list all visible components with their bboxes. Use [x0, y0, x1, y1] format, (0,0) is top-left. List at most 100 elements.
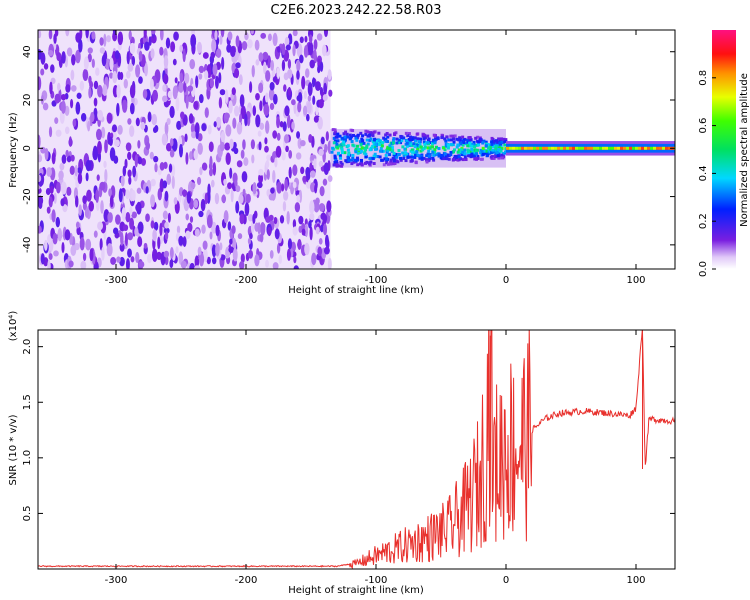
heatmap-cell — [163, 250, 170, 258]
heatmap-cell — [138, 261, 145, 268]
heatmap-cell — [228, 100, 233, 114]
heatmap-cell — [38, 174, 42, 182]
heatmap-cell — [55, 216, 61, 228]
heatmap-cell — [104, 168, 108, 183]
heatmap-cell — [101, 246, 105, 261]
heatmap-cell — [194, 255, 200, 269]
heatmap-cell — [292, 164, 298, 176]
heatmap-cell — [40, 68, 45, 76]
heatmap-cell — [479, 151, 483, 155]
heatmap-cell — [276, 67, 280, 80]
heatmap-cell — [106, 35, 111, 43]
heatmap-cell — [80, 260, 87, 269]
heatmap-cell — [434, 145, 438, 149]
heatmap-cell — [351, 129, 355, 133]
heatmap-cell — [484, 140, 488, 144]
heatmap-cell — [404, 131, 408, 135]
heatmap-cell — [593, 146, 596, 150]
heatmap-cell — [202, 248, 208, 262]
heatmap-cell — [653, 146, 656, 150]
heatmap-cell — [342, 140, 346, 144]
heatmap-cell — [82, 68, 89, 82]
heatmap-cell — [493, 149, 497, 153]
heatmap-cell — [614, 146, 617, 150]
heatmap-cell — [492, 140, 496, 144]
heatmap-cell — [536, 146, 539, 150]
heatmap-cell — [354, 136, 358, 140]
heatmap-cell — [134, 154, 138, 168]
heatmap-cell — [68, 136, 72, 147]
heatmap-cell — [313, 158, 317, 170]
heatmap-cell — [405, 153, 409, 157]
heatmap-cell — [432, 158, 436, 162]
heatmap-cell — [252, 182, 257, 195]
heatmap-cell — [322, 178, 328, 186]
heatmap-cell — [376, 155, 380, 159]
heatmap-cell — [87, 53, 92, 63]
heatmap-cell — [402, 154, 406, 158]
heatmap-cell — [151, 30, 156, 35]
heatmap-cell — [124, 158, 128, 169]
heatmap-cell — [185, 230, 191, 240]
y-tick-label: 2.0 — [22, 339, 33, 355]
heatmap-cell — [433, 139, 437, 143]
heatmap-cell — [117, 31, 124, 46]
heatmap-cell — [188, 113, 194, 124]
heatmap-cell — [299, 139, 306, 147]
heatmap-cell — [368, 148, 372, 152]
heatmap-cell — [608, 146, 611, 150]
heatmap-cell — [137, 156, 143, 165]
heatmap-cell — [296, 131, 301, 139]
heatmap-cell — [453, 134, 457, 138]
heatmap-cell — [449, 142, 453, 146]
heatmap-cell — [96, 174, 100, 181]
heatmap-cell — [219, 242, 223, 251]
heatmap-cell — [440, 154, 444, 158]
heatmap-cell — [502, 137, 506, 141]
heatmap-cell — [276, 46, 281, 53]
heatmap-cell — [357, 147, 361, 151]
heatmap-cell — [395, 152, 399, 156]
heatmap-cell — [494, 147, 498, 151]
heatmap-cell — [272, 32, 278, 47]
heatmap-cell — [184, 72, 190, 84]
heatmap-cell — [422, 140, 426, 144]
heatmap-cell — [490, 140, 494, 144]
heatmap-cell — [393, 161, 397, 165]
x-tick-label: -100 — [365, 575, 388, 586]
heatmap-cell — [204, 107, 209, 118]
heatmap-cell — [393, 132, 397, 136]
heatmap-cell — [239, 213, 245, 225]
heatmap-cell — [238, 194, 244, 204]
x-tick-label: -200 — [235, 575, 258, 586]
heatmap-cell — [432, 138, 436, 142]
heatmap-cell — [428, 146, 432, 150]
heatmap-cell — [210, 179, 215, 188]
heatmap-cell — [316, 33, 323, 41]
snr-y-multiplier: (x10⁴) — [8, 311, 19, 342]
heatmap-cell — [190, 182, 196, 189]
y-tick-label: -20 — [22, 188, 33, 204]
heatmap-cell — [489, 147, 493, 151]
heatmap-cell — [323, 82, 328, 96]
heatmap-cell — [244, 202, 250, 217]
heatmap-cell — [402, 136, 406, 140]
x-tick-label: 0 — [503, 575, 509, 586]
heatmap-cell — [121, 99, 128, 113]
heatmap-cell — [99, 238, 103, 251]
heatmap-cell — [190, 123, 196, 134]
heatmap-cell — [235, 35, 240, 48]
heatmap-cell — [144, 41, 150, 51]
heatmap-cell — [247, 39, 253, 49]
heatmap-cell — [281, 59, 286, 72]
heatmap-cell — [86, 189, 92, 202]
heatmap-cell — [314, 184, 318, 194]
heatmap-cell — [443, 152, 447, 156]
y-tick-label: -40 — [22, 237, 33, 253]
heatmap-cell — [117, 124, 123, 135]
heatmap-cell — [391, 138, 395, 142]
heatmap-cell — [415, 132, 419, 136]
heatmap-cell — [164, 221, 169, 229]
heatmap-cell — [201, 224, 206, 234]
heatmap-cell — [453, 148, 457, 152]
